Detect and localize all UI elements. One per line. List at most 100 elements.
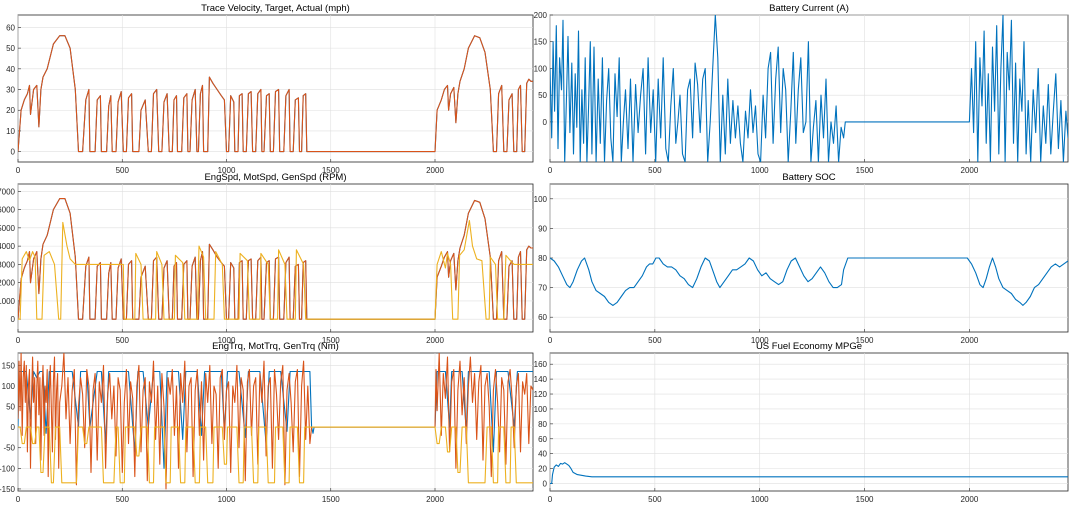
y-tick-label: 1000: [0, 297, 16, 306]
x-tick-label: 1000: [751, 495, 769, 504]
chart-panel-4: 0 500 1000 1500 2000 60 70 80 90 100 Battery SOC: [534, 172, 1069, 345]
x-tick-label: 1500: [856, 495, 874, 504]
y-tick-label: -50: [3, 444, 15, 453]
y-tick-label: 40: [6, 65, 15, 74]
x-tick-label: 2000: [426, 166, 444, 175]
y-tick-label: 120: [534, 390, 548, 399]
series-group: [550, 257, 1068, 306]
y-tick-label: 20: [6, 106, 15, 115]
chart-panel-6: 0 500 1000 1500 2000 0 20 40 60 80 100 120 140 160 US …: [534, 341, 1069, 504]
x-tick-label: 0: [16, 495, 21, 504]
y-tick-label: -100: [0, 464, 16, 473]
x-tick-label: 2000: [961, 166, 979, 175]
y-tick-label: 100: [2, 382, 16, 391]
series-line-mpge: [550, 462, 1068, 485]
plot-area: [549, 352, 1069, 492]
y-tick-label: 100: [534, 405, 548, 414]
y-tick-label: 0: [11, 315, 16, 324]
chart-title: US Fuel Economy MPGe: [756, 341, 862, 352]
x-tick-label: 1500: [322, 166, 340, 175]
y-tick-label: -150: [0, 485, 16, 494]
series-line-mottrq: [18, 353, 533, 490]
chart-title: EngTrq, MotTrq, GenTrq (Nm): [212, 341, 339, 352]
series-group: [550, 15, 1068, 162]
y-tick-label: 50: [6, 44, 15, 53]
y-tick-label: 0: [11, 148, 16, 157]
x-tick-label: 500: [648, 336, 662, 345]
x-tick-label: 2000: [961, 336, 979, 345]
y-tick-label: 150: [2, 361, 16, 370]
y-tick-label: 50: [6, 403, 15, 412]
series-line-genspd: [18, 219, 533, 320]
y-tick-label: 70: [538, 284, 547, 293]
series-line-battery-current: [550, 15, 1068, 162]
y-tick-label: 60: [538, 435, 547, 444]
x-tick-label: 0: [16, 166, 21, 175]
y-tick-label: 2000: [0, 279, 16, 288]
chart-panel-2: 0 500 1000 1500 2000 0 50 100 150 200 Battery Curr…: [534, 3, 1069, 175]
y-tick-label: 60: [538, 313, 547, 322]
y-tick-label: 100: [534, 195, 548, 204]
x-tick-label: 1500: [322, 495, 340, 504]
y-tick-label: 160: [534, 360, 548, 369]
series-group: [18, 198, 533, 320]
x-tick-label: 2000: [961, 495, 979, 504]
y-tick-label: 150: [534, 38, 548, 47]
grid: [549, 184, 1068, 332]
y-tick-label: 20: [538, 465, 547, 474]
x-tick-label: 0: [16, 336, 21, 345]
x-tick-label: 1000: [751, 166, 769, 175]
x-tick-label: 1500: [856, 336, 874, 345]
series-group: [18, 35, 533, 153]
y-tick-label: 7000: [0, 187, 16, 196]
y-tick-label: 100: [534, 64, 548, 73]
y-tick-label: 4000: [0, 242, 16, 251]
x-tick-label: 1500: [856, 166, 874, 175]
series-group: [550, 462, 1068, 485]
y-tick-label: 6000: [0, 206, 16, 215]
series-group: [18, 353, 533, 490]
y-tick-label: 90: [538, 224, 547, 233]
x-tick-label: 1000: [218, 495, 236, 504]
series-line-gentrq: [18, 426, 533, 484]
chart-title: EngSpd, MotSpd, GenSpd (RPM): [204, 172, 346, 183]
x-tick-label: 0: [548, 336, 553, 345]
y-tick-label: 5000: [0, 224, 16, 233]
chart-panel-3: 0 500 1000 1500 2000 0 1000 2000 3000 4000 5000 600…: [0, 172, 534, 345]
y-tick-label: 0: [543, 118, 548, 127]
x-tick-label: 0: [548, 495, 553, 504]
y-tick-label: 10: [6, 127, 15, 136]
grid: [549, 353, 1068, 491]
x-tick-label: 500: [116, 336, 130, 345]
y-tick-label: 80: [538, 254, 547, 263]
y-tick-label: 0: [11, 423, 16, 432]
y-tick-label: 140: [534, 375, 548, 384]
chart-title: Trace Velocity, Target, Actual (mph): [201, 3, 350, 14]
y-tick-label: 3000: [0, 260, 16, 269]
series-line-motspd: [18, 198, 533, 320]
x-tick-label: 2000: [426, 495, 444, 504]
series-line-actual: [18, 35, 533, 153]
y-tick-label: 60: [6, 23, 15, 32]
chart-panel-5: 0 500 1000 1500 2000 -150 -100 -50 0 50 100 150 EngT…: [0, 341, 534, 504]
x-tick-label: 500: [116, 495, 130, 504]
y-tick-label: 30: [6, 86, 15, 95]
y-tick-label: 200: [534, 11, 548, 20]
chart-title: Battery SOC: [782, 172, 835, 183]
x-tick-label: 1500: [322, 336, 340, 345]
series-line-battery-soc: [550, 257, 1068, 306]
x-tick-label: 500: [116, 166, 130, 175]
x-tick-label: 2000: [426, 336, 444, 345]
y-tick-label: 50: [538, 91, 547, 100]
y-tick-label: 40: [538, 450, 547, 459]
chart-panel-1: 0 500 1000 1500 2000 0 10 20 30 40 50 60 Trace Veloc…: [6, 3, 534, 175]
x-tick-label: 1000: [218, 166, 236, 175]
x-tick-label: 500: [648, 495, 662, 504]
x-tick-label: 1000: [218, 336, 236, 345]
x-tick-label: 0: [548, 166, 553, 175]
x-tick-label: 500: [648, 166, 662, 175]
y-tick-label: 80: [538, 420, 547, 429]
chart-title: Battery Current (A): [769, 3, 849, 14]
x-tick-label: 1000: [751, 336, 769, 345]
